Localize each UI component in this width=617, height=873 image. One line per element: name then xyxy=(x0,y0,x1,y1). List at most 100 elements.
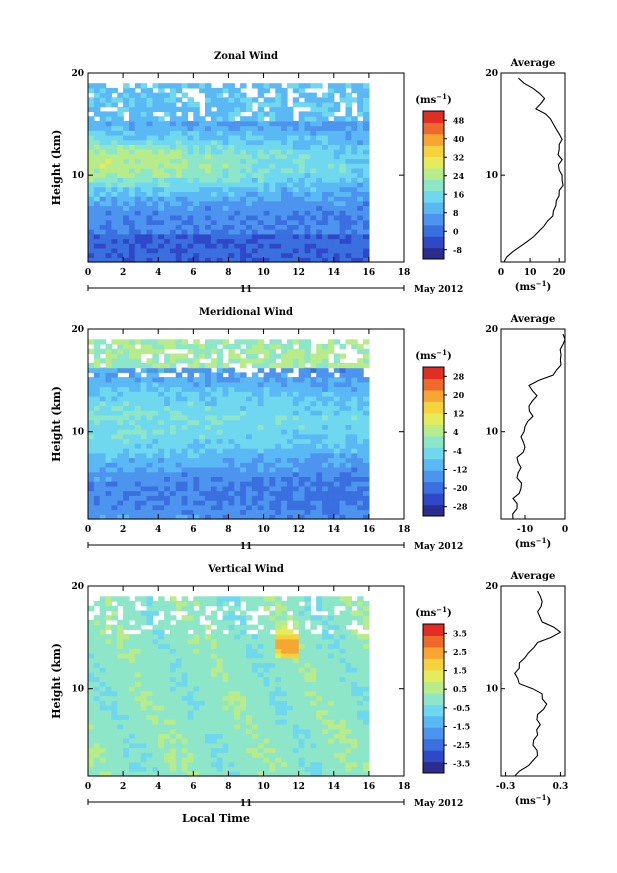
heatmap-cell xyxy=(298,709,306,716)
heatmap-cell xyxy=(275,490,282,496)
heatmap-cell xyxy=(275,657,282,664)
heatmap-cell xyxy=(333,215,341,221)
heatmap-cell xyxy=(164,177,171,183)
heatmap-cell xyxy=(123,97,130,103)
heatmap-cell xyxy=(240,619,247,626)
heatmap-cell xyxy=(275,671,282,678)
heatmap-cell xyxy=(175,400,183,407)
profile-x-label-exp: −1 xyxy=(536,279,547,288)
heatmap-cell xyxy=(140,653,148,659)
heatmap-cell xyxy=(158,247,165,254)
profile-x-tick-label: 0 xyxy=(498,268,504,278)
heatmap-cell xyxy=(216,452,224,459)
heatmap-cell xyxy=(269,471,276,477)
heatmap-cell xyxy=(99,377,107,383)
heatmap-cell xyxy=(205,372,212,378)
heatmap-cell xyxy=(216,667,224,673)
heatmap-cell xyxy=(199,238,206,244)
heatmap-cell xyxy=(228,348,235,354)
heatmap-cell xyxy=(210,158,218,164)
heatmap-cell xyxy=(222,139,230,145)
heatmap-cell xyxy=(146,747,153,753)
heatmap-cell xyxy=(111,419,118,425)
heatmap-cell xyxy=(292,448,300,454)
heatmap-cell xyxy=(304,367,311,373)
heatmap-cell xyxy=(181,629,189,635)
heatmap-cell xyxy=(93,714,101,720)
heatmap-cell xyxy=(146,144,153,150)
heatmap-cell xyxy=(129,92,136,98)
heatmap-cell xyxy=(363,224,370,230)
heatmap-cell xyxy=(193,153,200,160)
heatmap-cell xyxy=(327,191,335,197)
heatmap-cell xyxy=(333,358,341,364)
heatmap-cell xyxy=(304,443,311,449)
heatmap-cell xyxy=(263,238,271,244)
heatmap-cell xyxy=(363,205,370,211)
heatmap-cell xyxy=(351,182,358,188)
heatmap-cell xyxy=(316,83,323,89)
heatmap-cell xyxy=(263,111,271,117)
heatmap-cell xyxy=(199,690,206,697)
heatmap-cell xyxy=(146,257,153,263)
heatmap-cell xyxy=(257,766,265,772)
heatmap-cell xyxy=(257,667,265,673)
heatmap-cell xyxy=(158,676,165,682)
heatmap-cell xyxy=(129,448,136,454)
heatmap-cell xyxy=(193,653,200,659)
heatmap-cell xyxy=(123,457,130,463)
heatmap-cell xyxy=(129,457,136,463)
heatmap-cell xyxy=(169,742,177,749)
heatmap-cell xyxy=(304,414,311,421)
heatmap-cell xyxy=(327,344,335,350)
heatmap-cell xyxy=(345,509,352,515)
heatmap-cell xyxy=(111,367,118,373)
heatmap-cell xyxy=(246,158,253,164)
heatmap-cell xyxy=(251,205,259,211)
heatmap-cell xyxy=(251,163,259,169)
heatmap-cell xyxy=(269,153,276,160)
heatmap-cell xyxy=(105,686,113,692)
heatmap-cell xyxy=(99,233,107,240)
heatmap-cell xyxy=(158,205,165,211)
heatmap-cell xyxy=(187,615,194,621)
heatmap-cell xyxy=(351,224,358,230)
heatmap-cell xyxy=(140,386,148,392)
heatmap-cell xyxy=(210,172,218,178)
heatmap-cell xyxy=(111,339,118,345)
heatmap-cell xyxy=(164,200,171,207)
heatmap-cell xyxy=(193,424,200,430)
heatmap-cell xyxy=(351,414,358,421)
heatmap-cell xyxy=(345,414,352,421)
heatmap-cell xyxy=(193,191,200,197)
heatmap-cell xyxy=(175,429,183,435)
heatmap-cell xyxy=(99,400,107,407)
heatmap-cell xyxy=(134,761,142,768)
heatmap-cell xyxy=(123,396,130,402)
heatmap-cell xyxy=(269,601,276,607)
heatmap-cell xyxy=(146,139,153,145)
heatmap-cell xyxy=(158,386,165,392)
heatmap-cell xyxy=(234,481,241,487)
heatmap-cell xyxy=(275,695,282,701)
heatmap-cell xyxy=(240,224,247,230)
heatmap-cell xyxy=(357,210,364,216)
heatmap-cell xyxy=(164,424,171,430)
heatmap-cell xyxy=(228,714,235,720)
heatmap-cell xyxy=(339,210,347,216)
x-tick-label: 4 xyxy=(155,268,161,278)
heatmap-cell xyxy=(257,163,265,169)
heatmap-cell xyxy=(240,676,247,682)
heatmap-cell xyxy=(222,158,230,164)
heatmap-cell xyxy=(88,681,95,687)
heatmap-cell xyxy=(134,509,142,515)
heatmap-cell xyxy=(251,638,259,645)
heatmap-cell xyxy=(363,362,370,369)
heatmap-cell xyxy=(205,224,212,230)
heatmap-cell xyxy=(228,709,235,716)
heatmap-cell xyxy=(105,462,113,468)
heatmap-cell xyxy=(123,771,130,777)
heatmap-cell xyxy=(152,247,159,254)
heatmap-cell xyxy=(93,414,101,421)
heatmap-cell xyxy=(269,414,276,421)
